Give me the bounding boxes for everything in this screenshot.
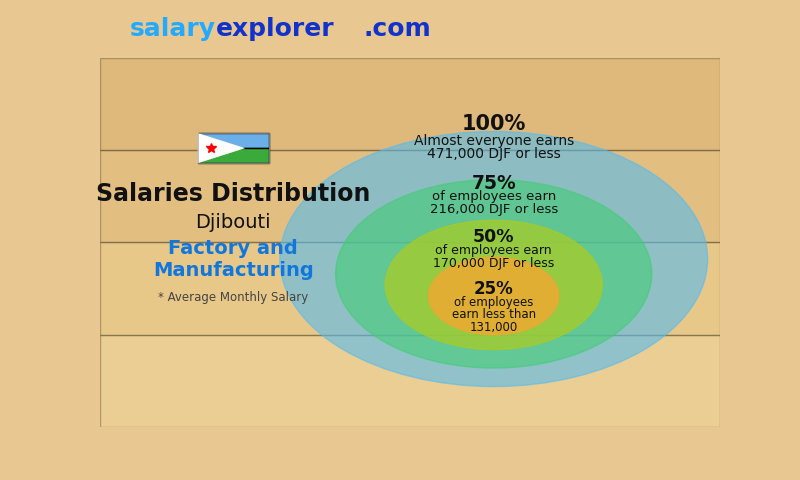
FancyBboxPatch shape [100, 242, 720, 335]
Polygon shape [198, 133, 245, 163]
Text: Djibouti: Djibouti [195, 213, 271, 231]
Text: 170,000 DJF or less: 170,000 DJF or less [433, 257, 554, 270]
Text: * Average Monthly Salary: * Average Monthly Salary [158, 291, 309, 304]
Text: of employees: of employees [454, 296, 534, 309]
FancyBboxPatch shape [198, 133, 269, 148]
FancyBboxPatch shape [198, 148, 269, 163]
Text: 75%: 75% [471, 174, 516, 193]
Text: earn less than: earn less than [452, 308, 536, 321]
Text: salary: salary [130, 17, 216, 41]
Text: Factory and
Manufacturing: Factory and Manufacturing [153, 239, 314, 279]
Text: 471,000 DJF or less: 471,000 DJF or less [427, 147, 561, 161]
Text: 131,000: 131,000 [470, 321, 518, 334]
Text: of employees earn: of employees earn [431, 190, 556, 203]
Text: Almost everyone earns: Almost everyone earns [414, 134, 574, 148]
Text: of employees earn: of employees earn [435, 244, 552, 257]
Circle shape [280, 132, 707, 386]
Circle shape [429, 257, 558, 335]
Text: 100%: 100% [462, 114, 526, 134]
FancyBboxPatch shape [100, 150, 720, 242]
Text: 216,000 DJF or less: 216,000 DJF or less [430, 203, 558, 216]
Circle shape [336, 180, 652, 368]
FancyBboxPatch shape [100, 58, 720, 150]
Circle shape [386, 220, 602, 349]
FancyBboxPatch shape [100, 335, 720, 427]
Text: 50%: 50% [473, 228, 514, 246]
Text: .com: .com [364, 17, 432, 41]
Text: 25%: 25% [474, 279, 514, 298]
Text: Salaries Distribution: Salaries Distribution [96, 182, 370, 206]
Text: explorer: explorer [216, 17, 334, 41]
